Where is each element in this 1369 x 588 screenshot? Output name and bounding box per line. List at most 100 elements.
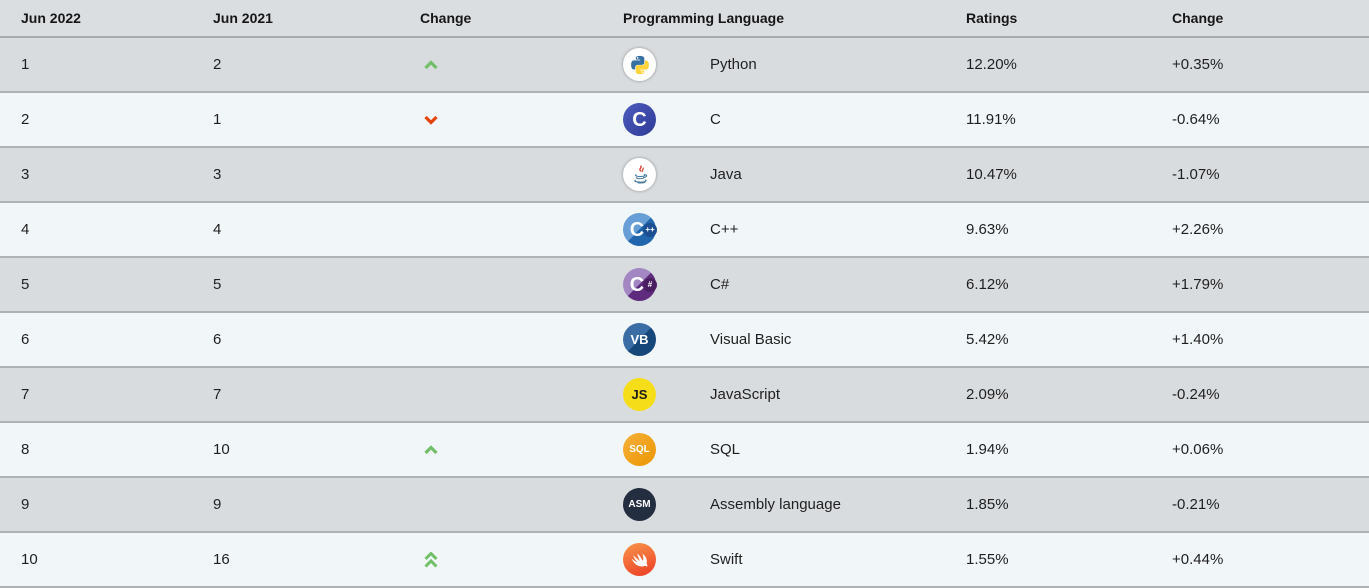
rank-jun-2022: 4 xyxy=(21,221,30,238)
language-name: JavaScript xyxy=(710,386,781,403)
cpp-icon: C ++ xyxy=(623,213,657,246)
ratings-change-value: +0.06% xyxy=(1172,441,1224,458)
language-icon-cell: SQL xyxy=(623,433,710,466)
rank-jun-2022: 3 xyxy=(21,166,30,183)
language-name: Java xyxy=(710,166,742,183)
language-icon-cell: VB xyxy=(623,323,710,356)
rank-jun-2021: 5 xyxy=(213,276,222,293)
language-icon-cell xyxy=(623,158,710,191)
visual-basic-icon: VB xyxy=(623,323,656,356)
col-header-position-change: Change xyxy=(420,10,472,26)
col-header-ratings: Ratings xyxy=(966,10,1018,26)
double-up-chevron-icon xyxy=(424,550,438,568)
java-logo-glyph xyxy=(633,164,647,183)
language-icon-cell: JS xyxy=(623,378,710,411)
swift-bird-glyph xyxy=(631,553,648,567)
icon-letter: VB xyxy=(630,332,649,347)
icon-badge: ++ xyxy=(643,222,657,237)
icon-letter: SQL xyxy=(629,443,650,455)
java-icon xyxy=(623,158,656,191)
rank-jun-2021: 1 xyxy=(213,111,222,128)
icon-letter: C xyxy=(629,273,645,296)
rank-jun-2022: 10 xyxy=(21,551,38,568)
ratings-change-value: -0.24% xyxy=(1172,386,1220,403)
language-icon-cell: ASM xyxy=(623,488,710,521)
table-header-row: Jun 2022 Jun 2021 Change Programming Lan… xyxy=(0,0,1369,38)
sql-icon: SQL xyxy=(623,433,656,466)
ratings-change-value: +0.35% xyxy=(1172,56,1224,73)
col-header-jun-2022: Jun 2022 xyxy=(21,10,81,26)
language-icon-cell: C xyxy=(623,103,710,136)
rank-jun-2021: 6 xyxy=(213,331,222,348)
rank-jun-2022: 1 xyxy=(21,56,30,73)
ratings-value: 1.85% xyxy=(966,496,1009,513)
rank-jun-2021: 3 xyxy=(213,166,222,183)
table-row: 8 10 SQL SQL 1.94% +0.06% xyxy=(0,423,1369,478)
ratings-change-value: -0.21% xyxy=(1172,496,1220,513)
icon-letter: C xyxy=(632,108,647,131)
rank-jun-2021: 16 xyxy=(213,551,230,568)
ratings-change-value: +1.40% xyxy=(1172,331,1224,348)
rank-jun-2021: 2 xyxy=(213,56,222,73)
rank-jun-2021: 9 xyxy=(213,496,222,513)
ratings-value: 10.47% xyxy=(966,166,1017,183)
rank-jun-2022: 7 xyxy=(21,386,30,403)
icon-letter: C xyxy=(629,218,645,241)
ratings-value: 1.55% xyxy=(966,551,1009,568)
language-icon-cell: C # xyxy=(623,268,710,301)
table-row: 9 9 ASM Assembly language 1.85% -0.21% xyxy=(0,478,1369,533)
ratings-value: 1.94% xyxy=(966,441,1009,458)
table-row: 6 6 VB Visual Basic 5.42% +1.40% xyxy=(0,313,1369,368)
csharp-icon: C # xyxy=(623,268,657,301)
icon-letter: ASM xyxy=(628,498,651,510)
javascript-icon: JS xyxy=(623,378,656,411)
language-name: C xyxy=(710,111,721,128)
language-name: Swift xyxy=(710,551,743,568)
down-chevron-icon xyxy=(424,115,438,125)
position-change-cell xyxy=(420,115,623,125)
position-change-cell xyxy=(420,550,623,568)
rank-jun-2022: 8 xyxy=(21,441,30,458)
rank-jun-2022: 5 xyxy=(21,276,30,293)
table-row: 2 1 C C 11.91% -0.64% xyxy=(0,93,1369,148)
assembly-icon: ASM xyxy=(623,488,656,521)
language-name: SQL xyxy=(710,441,741,458)
ratings-value: 9.63% xyxy=(966,221,1009,238)
ratings-value: 12.20% xyxy=(966,56,1017,73)
ratings-value: 11.91% xyxy=(966,111,1016,128)
language-icon-cell xyxy=(623,543,710,576)
rank-jun-2021: 7 xyxy=(213,386,222,403)
language-name: Assembly language xyxy=(710,496,841,513)
swift-icon xyxy=(623,543,656,576)
language-name: Visual Basic xyxy=(710,331,792,348)
ratings-change-value: -0.64% xyxy=(1172,111,1220,128)
table-row: 1 2 Python 12.20% +0.35% xyxy=(0,38,1369,93)
col-header-programming-language: Programming Language xyxy=(623,10,785,26)
position-change-cell xyxy=(420,444,623,455)
icon-badge: # xyxy=(643,277,657,292)
rank-jun-2022: 9 xyxy=(21,496,30,513)
col-header-ratings-change: Change xyxy=(1172,10,1224,26)
language-name: C# xyxy=(710,276,730,293)
ratings-change-value: -1.07% xyxy=(1172,166,1220,183)
table-row: 5 5 C # C# 6.12% +1.79% xyxy=(0,258,1369,313)
ratings-change-value: +0.44% xyxy=(1172,551,1224,568)
ratings-change-value: +2.26% xyxy=(1172,221,1224,238)
language-icon-cell xyxy=(623,48,710,81)
table-row: 3 3 Java 10.47% -1.07% xyxy=(0,148,1369,203)
ratings-change-value: +1.79% xyxy=(1172,276,1224,293)
ratings-value: 2.09% xyxy=(966,386,1009,403)
language-name: Python xyxy=(710,56,757,73)
table-row: 4 4 C ++ C++ 9.63% +2.26% xyxy=(0,203,1369,258)
ratings-value: 6.12% xyxy=(966,276,1009,293)
python-icon xyxy=(623,48,656,81)
ratings-value: 5.42% xyxy=(966,331,1009,348)
rank-jun-2021: 10 xyxy=(213,441,230,458)
icon-letter: JS xyxy=(631,387,648,402)
python-logo-glyph xyxy=(630,55,649,74)
col-header-jun-2021: Jun 2021 xyxy=(213,10,273,26)
up-chevron-icon xyxy=(424,444,438,454)
c-icon: C xyxy=(623,103,656,136)
up-chevron-icon xyxy=(424,59,438,69)
